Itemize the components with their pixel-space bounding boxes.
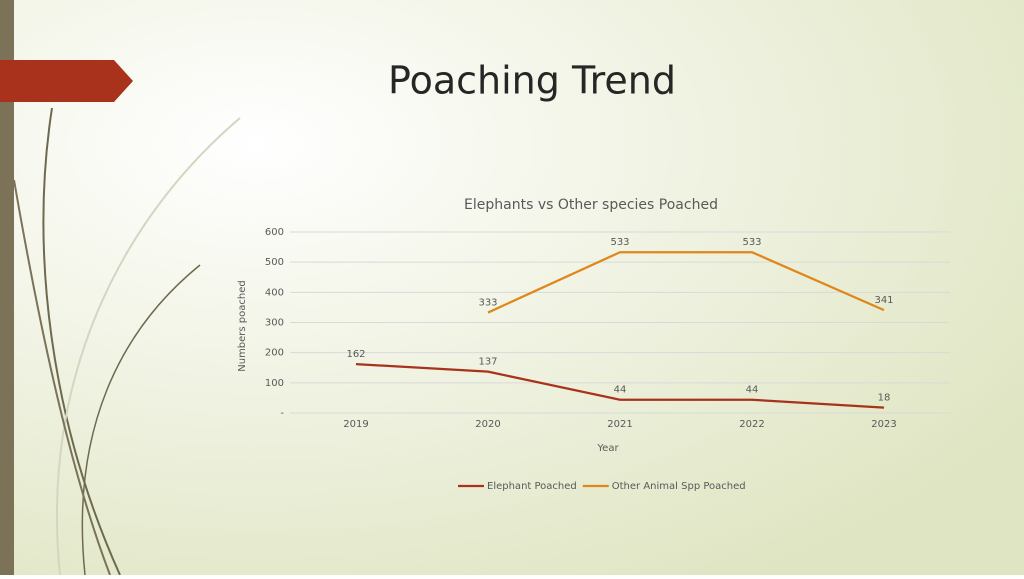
x-tick-label: 2023 bbox=[871, 419, 896, 430]
data-label: 533 bbox=[610, 237, 629, 248]
y-axis-label: Numbers poached bbox=[237, 280, 248, 372]
data-label: 137 bbox=[478, 357, 497, 368]
data-label: 162 bbox=[346, 349, 365, 360]
legend: Elephant Poached Other Animal Spp Poached bbox=[458, 481, 746, 492]
title-arrow bbox=[0, 60, 133, 102]
decor-curves bbox=[13, 107, 241, 576]
y-tick-label: 500 bbox=[265, 257, 284, 268]
x-axis-label: Year bbox=[596, 443, 619, 454]
y-tick-label: 400 bbox=[265, 287, 284, 298]
x-tick-label: 2022 bbox=[739, 419, 764, 430]
legend-label: Other Animal Spp Poached bbox=[612, 481, 746, 492]
slide-title: Poaching Trend bbox=[388, 59, 676, 103]
data-label: 341 bbox=[874, 295, 893, 306]
data-label: 533 bbox=[742, 237, 761, 248]
chart-title: Elephants vs Other species Poached bbox=[464, 197, 718, 213]
data-label: 333 bbox=[478, 298, 497, 309]
data-label: 18 bbox=[878, 393, 891, 404]
x-tick-label: 2019 bbox=[343, 419, 368, 430]
data-label: 44 bbox=[746, 385, 759, 396]
y-tick-label: - bbox=[280, 408, 284, 419]
x-tick-label: 2020 bbox=[475, 419, 500, 430]
y-tick-label: 300 bbox=[265, 318, 284, 329]
series-line bbox=[355, 363, 885, 409]
data-label: 44 bbox=[614, 385, 627, 396]
y-tick-label: 600 bbox=[265, 227, 284, 238]
y-tick-label: 200 bbox=[265, 348, 284, 359]
side-stripe bbox=[0, 0, 14, 575]
series-line bbox=[487, 251, 885, 314]
legend-label: Elephant Poached bbox=[487, 481, 577, 492]
y-tick-label: 100 bbox=[265, 378, 284, 389]
x-tick-label: 2021 bbox=[607, 419, 632, 430]
